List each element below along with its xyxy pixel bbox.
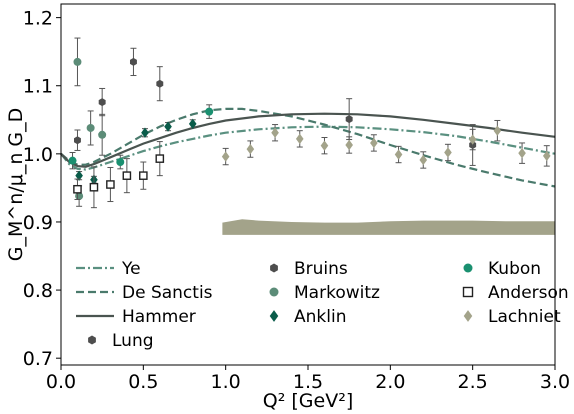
legend-item-bruins: Bruins	[270, 259, 348, 279]
legend-item-anderson: Anderson	[462, 283, 569, 303]
legend-item-lachniet: Lachniet	[463, 307, 561, 327]
y-tick-label: 0.8	[23, 280, 53, 302]
data-point-kubon	[116, 158, 125, 167]
data-point-anklin	[164, 121, 172, 132]
legend-label: Markowitz	[294, 283, 380, 303]
y-tick-label: 1.0	[23, 144, 53, 166]
legend-label: Ye	[121, 259, 141, 279]
legend-item-de-sanctis: De Sanctis	[76, 283, 213, 303]
x-axis-label: Q² [GeV²]	[263, 390, 353, 412]
legend-marker	[463, 310, 473, 322]
data-point-anderson	[155, 154, 165, 163]
data-point-lachniet	[444, 147, 452, 158]
y-tick-label: 0.7	[23, 348, 53, 370]
legend-marker	[88, 335, 96, 345]
data-point-lung	[345, 115, 353, 124]
data-point-lachniet	[246, 143, 255, 155]
data-point-lachniet	[419, 154, 428, 166]
series-lachniet	[221, 119, 551, 169]
data-point-lachniet	[295, 133, 304, 145]
band-layer	[222, 219, 555, 235]
axis-layer: 0.0 0.5 1.0 1.5 2.0 2.5 3.0 0.7 0.8 0.9 1.0 1.1 1.2	[23, 8, 570, 393]
data-point-anklin	[141, 127, 149, 138]
y-tick-label: 1.1	[23, 76, 53, 98]
data-point-markowitz	[73, 57, 82, 66]
data-point-lachniet	[493, 125, 502, 136]
x-tick-label: 3.0	[540, 371, 570, 393]
legend-label: Lung	[112, 331, 154, 351]
y-tick-label: 0.9	[23, 212, 53, 234]
data-point-anklin	[75, 170, 83, 181]
legend-label: De Sanctis	[122, 283, 213, 303]
data-point-lung	[156, 79, 164, 88]
legend-label: Anderson	[488, 283, 569, 303]
legend-label: Bruins	[294, 259, 348, 279]
x-tick-label: 0.0	[46, 371, 76, 393]
series-kubon	[68, 104, 214, 170]
curve-de-sanctis	[60, 107, 556, 188]
data-point-kubon	[68, 156, 77, 165]
data-point-lachniet	[345, 139, 353, 151]
curve-hammer	[60, 112, 556, 168]
data-point-anderson	[122, 171, 132, 180]
data-point-anderson	[106, 180, 115, 189]
series-anderson	[73, 141, 165, 209]
data-point-lachniet	[221, 151, 230, 162]
legend-label: Kubon	[488, 259, 541, 279]
x-tick-label: 1.0	[211, 371, 241, 393]
legend-marker	[462, 286, 474, 298]
uncertainty-band	[222, 219, 555, 235]
points-layer	[68, 37, 551, 209]
data-point-anderson	[89, 182, 99, 192]
legend: Ye Bruins Kubon De Sanctis Markowitz Anderson…	[76, 259, 569, 351]
data-point-markowitz	[86, 123, 95, 132]
data-point-lung	[74, 136, 81, 145]
legend-marker	[270, 263, 278, 273]
legend-item-lung: Lung	[88, 331, 154, 351]
x-tick-label: 2.5	[458, 371, 488, 393]
data-point-lachniet	[320, 140, 329, 151]
data-point-lachniet	[394, 149, 403, 160]
legend-item-ye: Ye	[76, 259, 141, 279]
data-point-lachniet	[542, 150, 551, 162]
legend-label: Hammer	[122, 307, 196, 327]
legend-marker	[269, 287, 279, 297]
curve-layer	[60, 107, 556, 188]
x-tick-label: 1.5	[293, 371, 323, 393]
curve-ye	[60, 125, 556, 171]
data-point-markowitz	[98, 130, 107, 139]
series-markowitz	[73, 37, 107, 207]
legend-item-hammer: Hammer	[76, 307, 196, 327]
legend-item-markowitz: Markowitz	[269, 283, 380, 303]
legend-item-kubon: Kubon	[463, 259, 541, 279]
legend-marker	[463, 263, 473, 273]
x-tick-label: 2.0	[375, 371, 405, 393]
data-point-lachniet	[271, 127, 279, 138]
legend-item-anklin: Anklin	[269, 307, 346, 327]
legend-label: Anklin	[294, 307, 346, 327]
data-point-lachniet	[370, 137, 378, 149]
data-point-lung	[98, 98, 106, 107]
legend-label: Lachniet	[488, 307, 561, 327]
data-point-kubon	[205, 107, 214, 116]
data-point-lachniet	[518, 147, 526, 159]
y-axis-label: G_M^n/μ_n G_D	[5, 108, 27, 262]
legend-marker	[269, 310, 279, 322]
y-tick-label: 1.2	[23, 8, 53, 30]
data-point-lachniet	[468, 134, 477, 145]
data-point-anklin	[188, 118, 197, 130]
data-point-anderson	[73, 184, 82, 194]
x-tick-label: 0.5	[128, 371, 158, 393]
data-point-lung	[129, 57, 137, 66]
data-point-anderson	[139, 171, 148, 180]
